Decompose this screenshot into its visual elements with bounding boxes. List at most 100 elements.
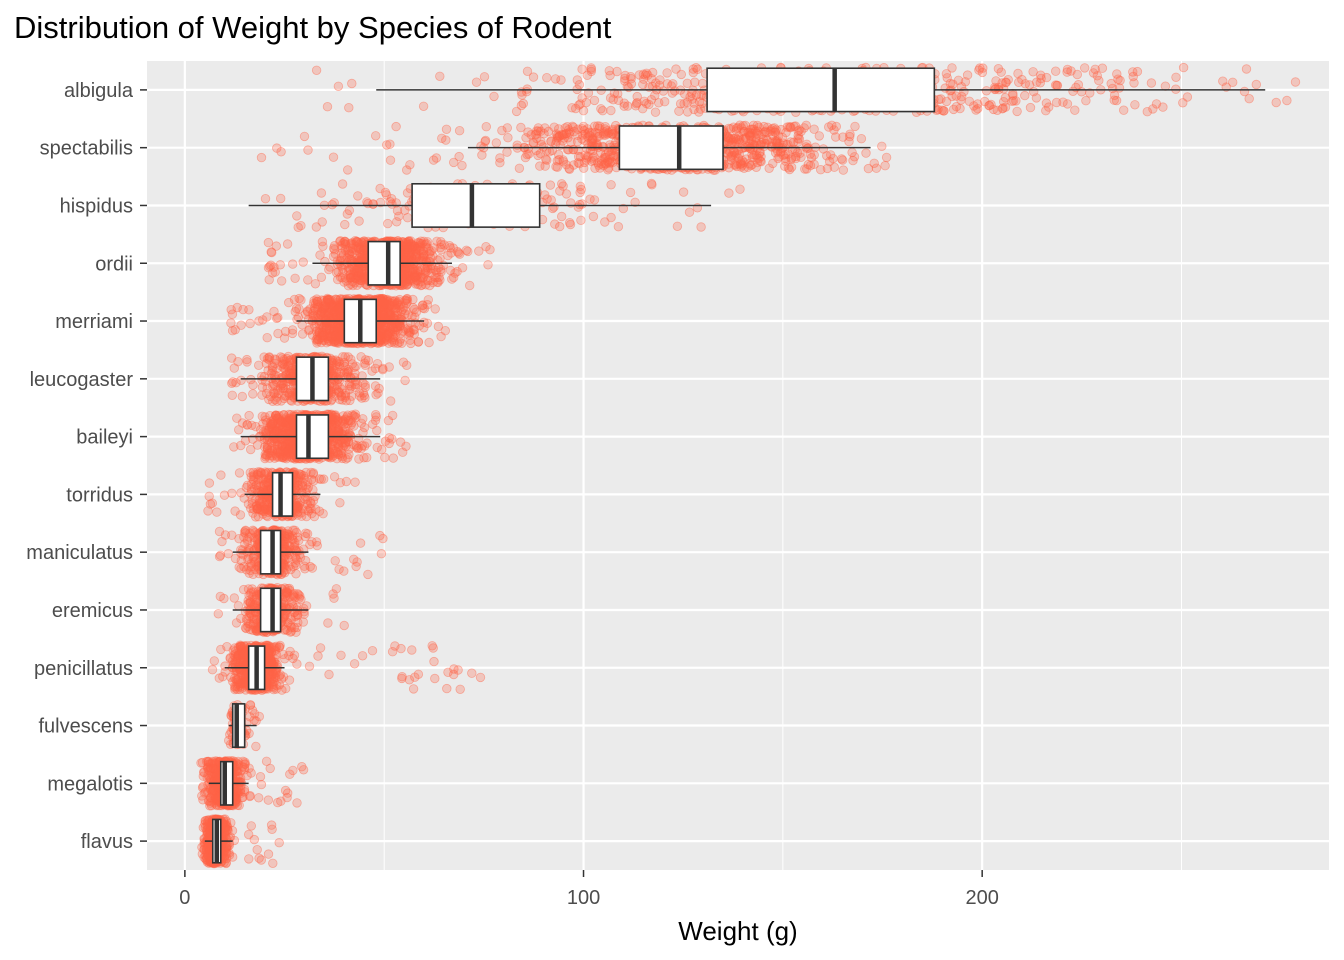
jitter-point <box>397 338 407 349</box>
jitter-point <box>1111 95 1122 106</box>
jitter-point <box>553 149 564 160</box>
jitter-point <box>992 105 1003 116</box>
jitter-point <box>1008 96 1019 106</box>
jitter-point <box>412 265 422 276</box>
jitter-point <box>749 124 759 135</box>
jitter-point <box>596 104 606 114</box>
jitter-point <box>641 98 652 109</box>
jitter-point <box>646 178 657 189</box>
jitter-point <box>554 154 564 165</box>
jitter-point <box>1146 78 1157 88</box>
chart-title: Distribution of Weight by Species of Rod… <box>14 10 612 45</box>
jitter-point <box>546 136 556 146</box>
jitter-point <box>408 294 418 305</box>
jitter-point <box>400 375 410 386</box>
jitter-point <box>755 147 765 157</box>
jitter-point <box>806 152 817 163</box>
jitter-point <box>595 148 606 158</box>
jitter-point <box>577 134 587 144</box>
jitter-point <box>984 100 994 111</box>
jitter-point <box>1109 90 1120 101</box>
jitter-point <box>735 184 745 194</box>
jitter-point <box>1106 78 1116 89</box>
jitter-point <box>744 128 754 139</box>
jitter-point <box>328 152 339 162</box>
jitter-point <box>1070 105 1080 115</box>
jitter-point <box>689 104 699 115</box>
jitter-point <box>405 241 415 252</box>
jitter-point <box>772 138 782 149</box>
jitter-point <box>941 69 952 79</box>
jitter-point <box>457 160 467 171</box>
jitter-point <box>402 360 412 371</box>
jitter-point <box>849 152 860 162</box>
jitter-point <box>781 127 791 138</box>
jitter-point <box>1244 93 1254 104</box>
jitter-point <box>687 94 698 104</box>
jitter-point <box>546 136 556 147</box>
jitter-point <box>764 163 774 174</box>
jitter-point <box>388 410 398 421</box>
jitter-point <box>1148 104 1158 114</box>
jitter-point <box>574 79 585 90</box>
jitter-point <box>402 165 412 175</box>
jitter-point <box>269 262 279 272</box>
jitter-point <box>589 151 599 162</box>
jitter-point <box>276 193 286 204</box>
jitter-point <box>594 160 604 170</box>
jitter-point <box>517 90 527 100</box>
jitter-point <box>1151 99 1162 109</box>
jitter-point <box>526 130 536 140</box>
jitter-point <box>528 72 539 82</box>
jitter-point <box>288 259 298 269</box>
jitter-point <box>877 141 887 152</box>
jitter-point <box>1218 76 1228 86</box>
jitter-point <box>1043 102 1054 112</box>
jitter-point <box>1020 90 1030 101</box>
jitter-point <box>356 443 367 454</box>
jitter-point <box>609 88 620 98</box>
jitter-point <box>1227 77 1238 88</box>
jitter-point <box>1114 83 1125 93</box>
jitter-point <box>1081 95 1091 106</box>
jitter-point <box>688 64 699 74</box>
jitter-point <box>476 141 486 151</box>
jitter-point <box>744 130 755 141</box>
jitter-point <box>747 152 758 163</box>
jitter-point <box>784 122 795 132</box>
jitter-point <box>420 265 431 275</box>
jitter-point <box>662 79 673 89</box>
jitter-point <box>761 134 772 145</box>
jitter-point <box>780 149 790 160</box>
jitter-point <box>277 276 287 286</box>
jitter-point <box>741 154 751 164</box>
jitter-point <box>856 133 867 144</box>
jitter-point <box>745 124 756 135</box>
jitter-point <box>809 150 819 160</box>
jitter-point <box>481 121 492 132</box>
jitter-point <box>263 237 274 248</box>
jitter-point <box>261 388 272 399</box>
jitter-point <box>533 126 543 136</box>
jitter-point <box>762 135 773 146</box>
jitter-point <box>545 180 556 190</box>
jitter-point <box>248 389 258 399</box>
jitter-point <box>848 155 858 166</box>
jitter-point <box>372 442 382 453</box>
jitter-point <box>586 156 597 167</box>
jitter-point <box>655 75 665 85</box>
jitter-point <box>595 121 605 131</box>
jitter-point <box>780 161 790 172</box>
jitter-point <box>588 211 599 222</box>
jitter-point <box>640 70 651 80</box>
jitter-point <box>824 156 835 167</box>
jitter-point <box>271 410 281 420</box>
jitter-point <box>694 107 704 117</box>
jitter-point <box>319 301 330 311</box>
jitter-point <box>522 149 532 160</box>
jitter-point <box>881 152 892 163</box>
jitter-point <box>575 99 586 109</box>
jitter-point <box>1271 97 1281 108</box>
jitter-point <box>975 63 985 73</box>
jitter-point <box>396 314 406 325</box>
